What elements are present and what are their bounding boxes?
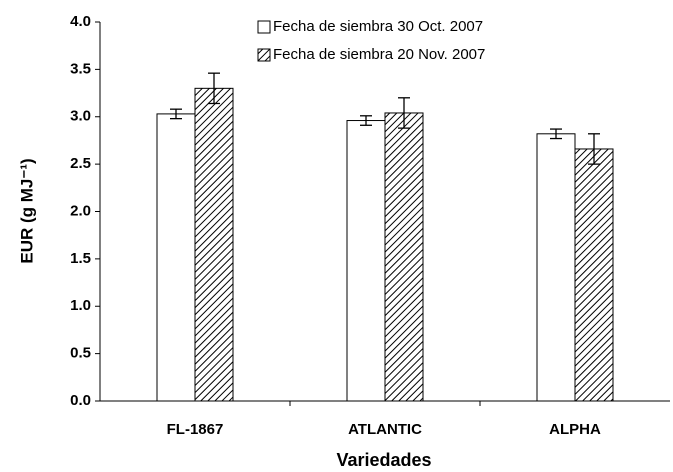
x-tick-label: ALPHA [549,421,601,438]
x-axis-label: Variedades [336,450,431,470]
y-tick-label: 0.5 [70,345,91,362]
bar [536,133,576,402]
error-bar [550,128,562,140]
y-tick-label: 1.5 [70,250,91,267]
error-bar [208,72,220,105]
error-bar [588,133,600,165]
bar [346,120,386,402]
bar [574,148,614,402]
y-tick-label: 1.0 [70,297,91,314]
error-bar [398,97,410,129]
error-bar [360,115,372,126]
bar [156,113,196,402]
x-tick-label: ATLANTIC [348,421,422,438]
bar [384,112,424,402]
y-tick-label: 0.0 [70,392,91,409]
y-tick-label: 3.5 [70,60,91,77]
legend-label: Fecha de siembra 20 Nov. 2007 [273,46,485,63]
y-tick-label: 2.5 [70,155,91,172]
bar [194,87,234,402]
y-tick-label: 2.0 [70,202,91,219]
legend-swatch [257,20,271,34]
legend-label: Fecha de siembra 30 Oct. 2007 [273,18,483,35]
y-tick-label: 4.0 [70,13,91,30]
y-axis-label: EUR (g MJ⁻¹) [17,158,36,263]
error-bar [170,108,182,120]
x-tick-label: FL-1867 [167,421,224,438]
y-tick-label: 3.0 [70,108,91,125]
legend-swatch [257,48,271,62]
